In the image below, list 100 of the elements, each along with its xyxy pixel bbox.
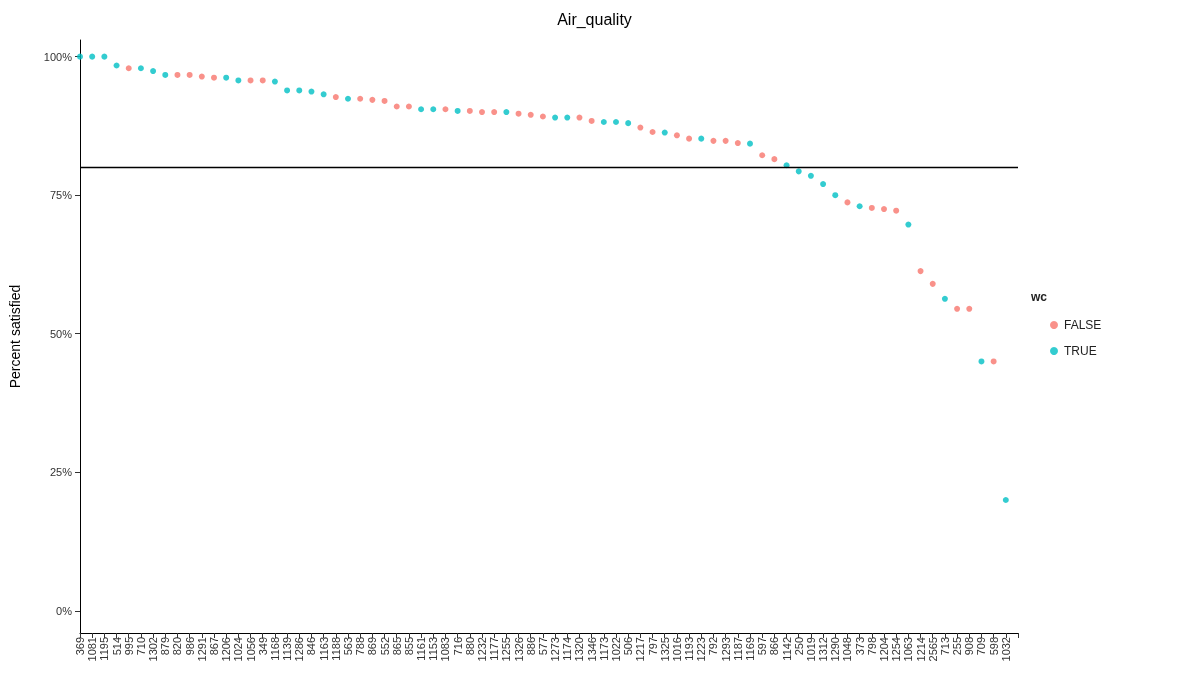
point xyxy=(649,129,656,135)
point xyxy=(503,109,510,116)
point xyxy=(966,305,973,312)
x-tick-label: 1163 xyxy=(317,637,330,661)
x-tick-label: 1193 xyxy=(683,637,696,661)
point xyxy=(284,87,291,94)
point xyxy=(832,192,839,199)
x-tick-label: 552 xyxy=(378,637,391,656)
x-tick-label: 1063 xyxy=(902,637,915,662)
point xyxy=(917,268,924,275)
point xyxy=(795,168,802,175)
x-tick-label: 1161 xyxy=(415,637,428,661)
point xyxy=(881,206,887,213)
x-tick-label: 1024 xyxy=(232,637,245,662)
point xyxy=(125,65,132,72)
x-tick-label: 866 xyxy=(768,637,781,656)
point xyxy=(162,71,169,78)
point xyxy=(296,87,303,94)
x-tick-label: 597 xyxy=(756,637,769,656)
point xyxy=(247,77,254,84)
x-tick-label: 1204 xyxy=(878,637,890,662)
x-tick-label: 995 xyxy=(122,637,135,656)
point xyxy=(101,53,108,60)
x-tick-label: 1019 xyxy=(804,637,817,662)
y-axis-title: Percent satisfied xyxy=(7,284,23,389)
x-tick-label: 855 xyxy=(402,637,415,656)
point xyxy=(856,203,863,210)
x-tick-label: 514 xyxy=(110,637,123,656)
x-tick-label: 788 xyxy=(354,637,367,656)
x-tick-label: 986 xyxy=(183,637,196,656)
point xyxy=(710,137,717,144)
y-tick-label: 25% xyxy=(49,466,73,479)
x-tick-label: 1048 xyxy=(841,637,854,662)
x-tick-label: 563 xyxy=(342,637,354,656)
point xyxy=(1002,496,1009,503)
x-tick-label: 369 xyxy=(74,637,86,656)
point xyxy=(442,106,449,113)
x-tick-label: 880 xyxy=(463,637,476,656)
x-tick-label: 1168 xyxy=(268,637,281,661)
x-tick-label: 1081 xyxy=(86,637,99,662)
point xyxy=(174,71,181,78)
x-tick-label: 250 xyxy=(792,637,805,656)
point xyxy=(613,119,619,126)
x-tick-label: 1320 xyxy=(573,637,586,662)
legend-label: TRUE xyxy=(1064,344,1097,358)
point xyxy=(990,358,997,365)
x-tick-label: 1255 xyxy=(500,637,513,662)
x-tick-label: 713 xyxy=(938,637,951,656)
legend-title: wc xyxy=(1030,290,1048,304)
x-tick-label: 1187 xyxy=(731,637,744,661)
point xyxy=(89,53,96,60)
x-tick-label: 1174 xyxy=(561,637,574,661)
point xyxy=(113,62,120,69)
point xyxy=(625,120,632,127)
x-tick-label: 1273 xyxy=(549,637,562,662)
x-tick-label: 908 xyxy=(963,637,976,656)
x-tick-label: 1188 xyxy=(329,637,342,661)
y-tick-label: 100% xyxy=(43,50,73,63)
x-tick-label: 349 xyxy=(256,637,269,656)
point xyxy=(466,107,473,114)
x-tick-label: 1016 xyxy=(670,637,683,662)
point xyxy=(223,74,230,81)
point xyxy=(600,119,607,126)
x-tick-label: 716 xyxy=(451,637,464,656)
point xyxy=(430,106,437,113)
x-tick-label: 886 xyxy=(524,637,537,656)
x-tick-label: 1056 xyxy=(244,637,257,662)
point xyxy=(479,109,485,116)
point xyxy=(576,114,583,121)
x-tick-label: 1290 xyxy=(829,637,842,662)
x-tick-label: 710 xyxy=(134,637,147,656)
x-tick-label: 1254 xyxy=(890,637,903,662)
x-tick-label: 1291 xyxy=(195,637,208,662)
point xyxy=(405,103,412,110)
point xyxy=(454,107,461,114)
point xyxy=(722,137,729,144)
point xyxy=(332,94,339,101)
x-tick-label: 1223 xyxy=(695,637,708,662)
point xyxy=(271,78,278,85)
x-tick-label: 373 xyxy=(853,637,866,656)
point xyxy=(369,96,376,103)
x-tick-label: 867 xyxy=(208,637,220,656)
x-tick-label: 1206 xyxy=(220,637,233,662)
point xyxy=(978,358,985,365)
point xyxy=(637,124,644,131)
point xyxy=(905,221,912,228)
x-tick-label: 598 xyxy=(987,637,1000,656)
x-tick-label: 879 xyxy=(159,637,172,656)
point xyxy=(320,91,327,98)
x-tick-label: 846 xyxy=(305,637,318,656)
x-tick-label: 1142 xyxy=(780,637,793,661)
x-tick-label: 255 xyxy=(951,637,964,656)
point xyxy=(771,156,778,163)
point xyxy=(198,73,205,80)
x-tick-label: 792 xyxy=(707,637,720,656)
x-tick-label: 1032 xyxy=(999,637,1012,662)
x-tick-label: 577 xyxy=(536,637,549,656)
x-tick-label: 1325 xyxy=(658,637,671,662)
point xyxy=(418,106,425,113)
point xyxy=(564,114,571,121)
